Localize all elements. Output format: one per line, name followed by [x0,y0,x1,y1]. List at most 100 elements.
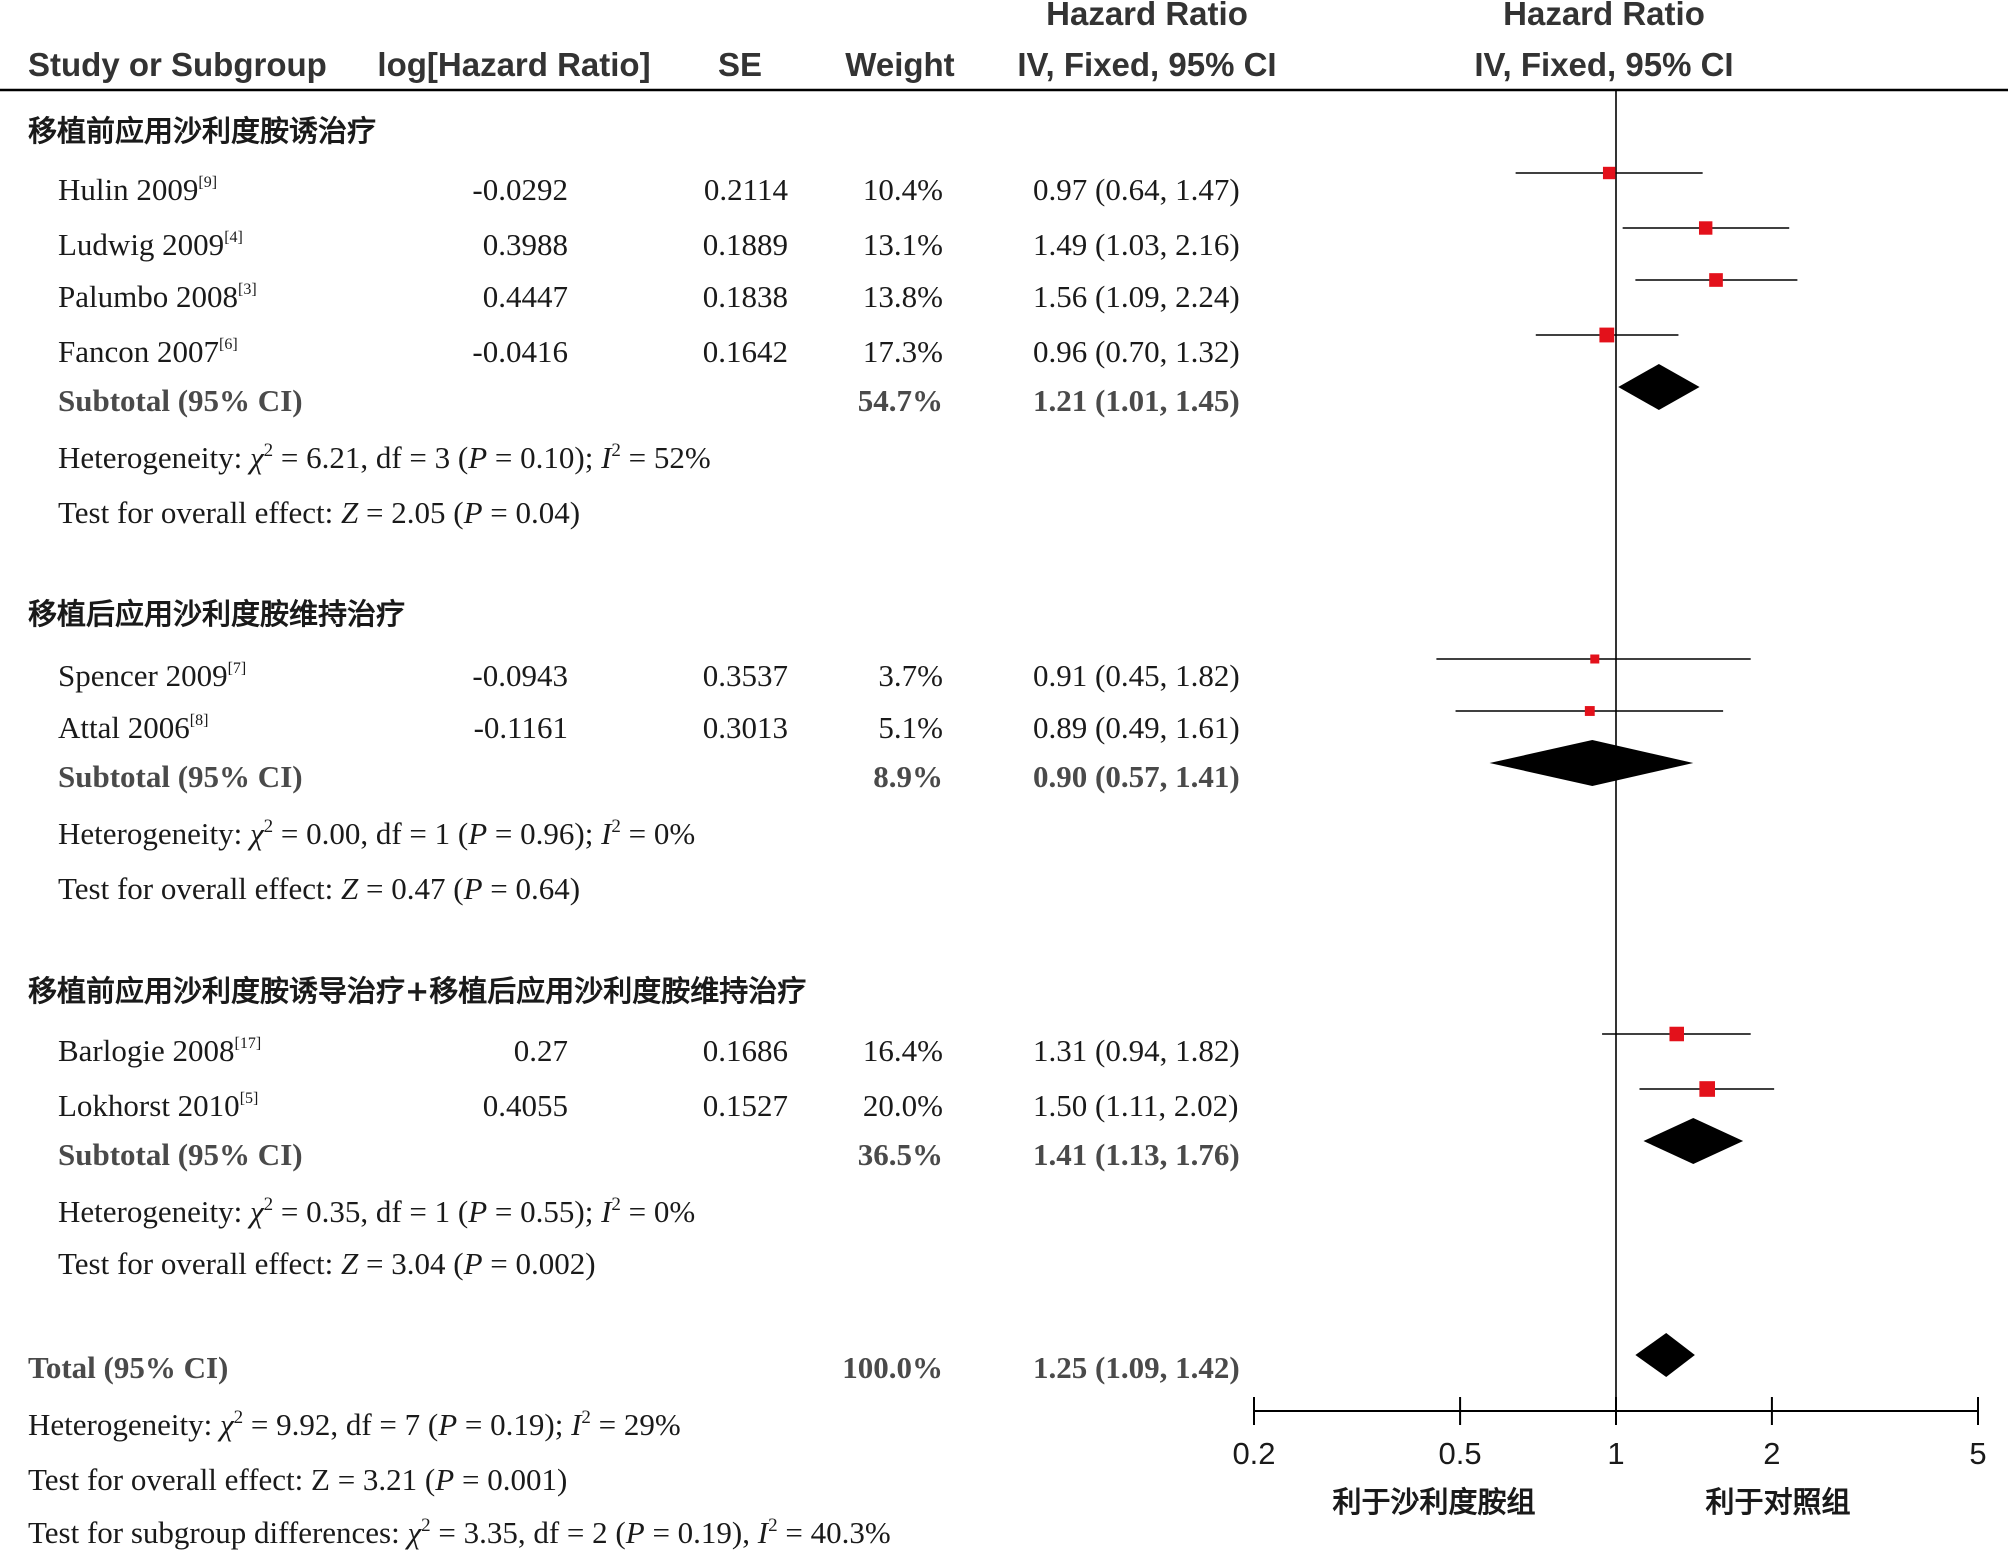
group-title: 移植前应用沙利度胺诱导治疗+移植后应用沙利度胺维持治疗 [28,974,806,1008]
study-marker [1590,654,1600,664]
favours-right-label: 利于对照组 [1705,1485,1850,1519]
total-overall-effect: Test for overall effect: Z = 3.21 (P = 0… [28,1462,567,1497]
study-row: Hulin 2009[9] -0.0292 0.2114 10.4% 0.97 … [58,172,1240,207]
subtotal-weight: 36.5% [858,1137,943,1172]
study-name: Attal 2006[8] [58,710,208,745]
study-row: Fancon 2007[6] -0.0416 0.1642 17.3% 0.96… [58,334,1240,369]
study-ci: 1.49 (1.03, 2.16) [1033,227,1240,262]
study-ref: [3] [238,281,257,298]
study-ci: 0.89 (0.49, 1.61) [1033,710,1240,745]
study-name: Lokhorst 2010[5] [58,1088,258,1123]
study-row: Attal 2006[8] -0.1161 0.3013 5.1% 0.89 (… [58,710,1240,745]
study-name: Hulin 2009[9] [58,172,217,207]
study-ci: 1.31 (0.94, 1.82) [1033,1033,1240,1068]
total-label: Total (95% CI) [28,1350,228,1385]
study-ref: [8] [190,712,209,729]
total-weight: 100.0% [842,1350,943,1385]
study-loghr: 0.3988 [483,227,568,262]
study-ref: [4] [224,229,243,246]
header-se: SE [718,46,762,83]
study-loghr: 0.27 [514,1033,568,1068]
subtotal-diamond [1643,1118,1744,1164]
x-tick-label: 2 [1763,1436,1780,1471]
study-weight: 20.0% [863,1088,943,1123]
study-ci: 1.50 (1.11, 2.02) [1033,1088,1239,1123]
subtotal-diamond [1489,740,1694,786]
study-se: 0.1642 [703,334,788,369]
study-row: Palumbo 2008[3] 0.4447 0.1838 13.8% 1.56… [58,279,1240,314]
x-tick-label: 0.2 [1232,1436,1275,1471]
study-se: 0.1838 [703,279,788,314]
study-ci: 0.96 (0.70, 1.32) [1033,334,1240,369]
study-name: Palumbo 2008[3] [58,279,257,314]
overall-effect: Test for overall effect: Z = 3.04 (P = 0… [58,1246,596,1281]
study-loghr: -0.0416 [472,334,568,369]
study-se: 0.1686 [703,1033,788,1068]
study-weight: 17.3% [863,334,943,369]
study-weight: 13.1% [863,227,943,262]
subtotal-label: Subtotal (95% CI) [58,383,303,418]
study-se: 0.3013 [703,710,788,745]
column-headers: Study or Subgroup log[Hazard Ratio] SE W… [28,0,1734,83]
subtotal-weight: 8.9% [873,759,943,794]
study-se: 0.1527 [703,1088,788,1123]
study-marker [1599,327,1615,343]
study-ci: 0.91 (0.45, 1.82) [1033,658,1240,693]
heterogeneity: Heterogeneity: χ2 = 0.00, df = 1 (P = 0.… [58,816,695,851]
study-ci: 0.97 (0.64, 1.47) [1033,172,1240,207]
total-section: Total (95% CI) 100.0% 1.25 (1.09, 1.42) … [28,1350,1240,1550]
study-row: Ludwig 2009[4] 0.3988 0.1889 13.1% 1.49 … [58,227,1240,262]
study-se: 0.3537 [703,658,788,693]
study-weight: 5.1% [878,710,943,745]
header-loghr: log[Hazard Ratio] [377,46,650,83]
subtotal-ci: 1.41 (1.13, 1.76) [1033,1137,1240,1172]
study-ref: [5] [240,1090,259,1107]
subtotal-ci: 0.90 (0.57, 1.41) [1033,759,1240,794]
subtotal-row: Subtotal (95% CI) 8.9% 0.90 (0.57, 1.41) [58,759,1240,794]
header-ci-top: Hazard Ratio [1046,0,1248,32]
study-weight: 3.7% [878,658,943,693]
subtotal-label: Subtotal (95% CI) [58,759,303,794]
study-marker [1602,166,1616,180]
study-loghr: -0.0292 [472,172,568,207]
subtotal-diamond [1618,364,1700,410]
study-weight: 13.8% [863,279,943,314]
header-study: Study or Subgroup [28,46,327,83]
header-weight: Weight [845,46,954,83]
total-ci: 1.25 (1.09, 1.42) [1033,1350,1240,1385]
study-loghr: -0.0943 [472,658,568,693]
study-row: Spencer 2009[7] -0.0943 0.3537 3.7% 0.91… [58,658,1240,693]
study-marker [1699,1081,1716,1097]
group-title: 移植后应用沙利度胺维持治疗 [28,597,405,631]
total-diamond [1635,1333,1695,1377]
overall-effect: Test for overall effect: Z = 2.05 (P = 0… [58,495,580,530]
subtotal-row: Subtotal (95% CI) 54.7% 1.21 (1.01, 1.45… [58,383,1240,418]
heterogeneity: Heterogeneity: χ2 = 0.35, df = 1 (P = 0.… [58,1194,695,1229]
x-tick-label: 1 [1607,1436,1624,1471]
study-marker [1584,706,1595,716]
study-name: Barlogie 2008[17] [58,1033,261,1068]
group-title: 移植前应用沙利度胺诱治疗 [28,114,376,148]
study-weight: 10.4% [863,172,943,207]
study-marker [1709,273,1723,287]
subgroup-differences: Test for subgroup differences: χ2 = 3.35… [28,1515,891,1550]
favours-left-label: 利于沙利度胺组 [1332,1485,1535,1519]
study-loghr: -0.1161 [474,710,568,745]
study-ref: [9] [198,174,217,191]
study-ref: [6] [219,336,238,353]
study-se: 0.2114 [704,172,789,207]
study-name: Spencer 2009[7] [58,658,246,693]
header-plot-top: Hazard Ratio [1503,0,1705,32]
study-marker [1698,221,1713,235]
subtotal-ci: 1.21 (1.01, 1.45) [1033,383,1240,418]
subtotal-row: Subtotal (95% CI) 36.5% 1.41 (1.13, 1.76… [58,1137,1240,1172]
group-2: 移植后应用沙利度胺维持治疗 Spencer 2009[7] -0.0943 0.… [28,597,1240,906]
group-3: 移植前应用沙利度胺诱导治疗+移植后应用沙利度胺维持治疗 Barlogie 200… [28,974,1240,1281]
x-tick-label: 5 [1969,1436,1986,1471]
study-ci: 1.56 (1.09, 2.24) [1033,279,1240,314]
header-ci-bottom: IV, Fixed, 95% CI [1017,46,1276,83]
study-ref: [7] [228,660,247,677]
subtotal-label: Subtotal (95% CI) [58,1137,303,1172]
study-row: Lokhorst 2010[5] 0.4055 0.1527 20.0% 1.5… [58,1088,1239,1123]
